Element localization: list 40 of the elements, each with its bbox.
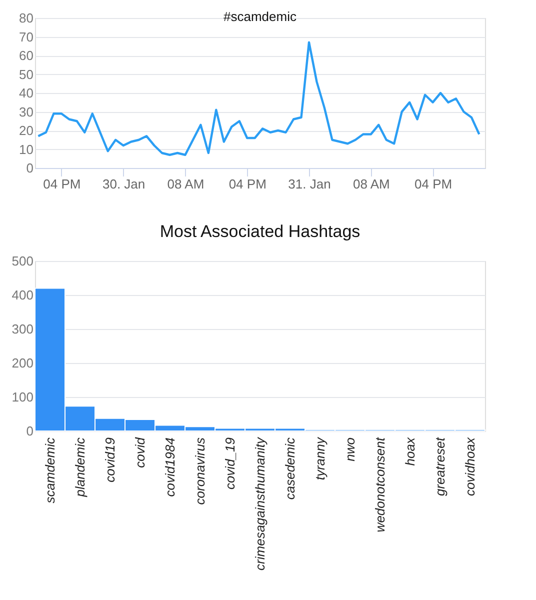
y-tick-label: 100 [12,390,34,404]
x-tick-label: covid_19 [222,438,238,490]
y-tick-label: 10 [19,142,34,157]
y-tick-label: 60 [19,48,34,63]
y-tick-label: 300 [12,322,34,336]
x-tick-label: covid19 [102,438,118,482]
y-tick-label: 400 [12,288,34,302]
x-tick-label: crimesagainsthumanity [252,436,268,570]
x-tick-label: wedonotconsent [372,436,388,532]
chart-title: #scamdemic [224,9,297,24]
x-tick-label: 04 PM [43,176,81,192]
x-tick-label: casedemic [282,437,298,500]
x-tick-label: 04 PM [228,176,266,192]
y-tick-label: 80 [19,10,34,26]
x-tick-label: covid [132,436,148,468]
x-tick-label: greatreset [432,436,448,496]
y-tick-label: 200 [12,356,34,370]
line-series [37,41,480,156]
x-tick-label: covid1984 [162,438,178,497]
x-tick-label: 08 AM [167,176,204,192]
x-tick-label: coronavirus [192,437,208,505]
y-tick-label: 30 [19,104,34,120]
x-tick-label: nwo [342,438,358,462]
x-tick-label: plandemic [72,437,88,498]
y-tick-label: 20 [19,123,34,138]
x-tick-label: 08 AM [352,176,390,192]
x-tick-label: scamdemic [42,437,58,504]
y-tick-label: 500 [12,254,34,268]
y-tick-label: 0 [26,160,34,176]
x-tick-label: 30. Jan [102,176,146,192]
y-tick-label: 70 [19,29,34,44]
chart-title: Most Associated Hashtags [160,222,360,241]
x-tick-label: tyranny [312,436,328,480]
x-tick-label: 04 PM [414,176,452,192]
x-tick-label: covidhoax [462,437,478,496]
y-tick-label: 0 [26,424,34,438]
y-tick-label: 40 [19,86,34,100]
y-tick-label: 50 [19,66,34,82]
x-tick-label: 31. Jan [288,176,331,192]
x-tick-label: hoax [402,437,418,466]
